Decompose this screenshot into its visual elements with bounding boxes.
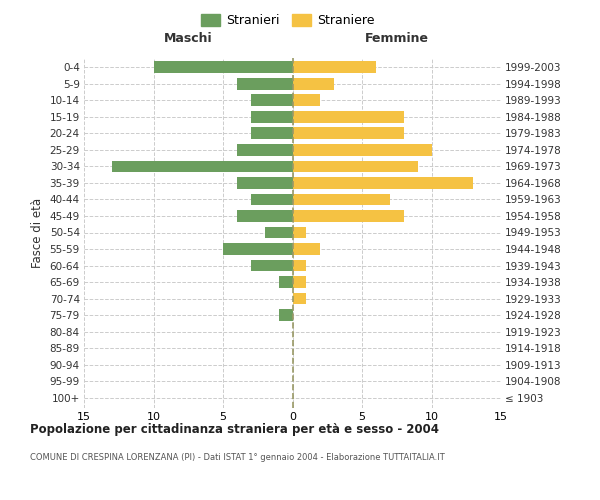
Text: COMUNE DI CRESPINA LORENZANA (PI) - Dati ISTAT 1° gennaio 2004 - Elaborazione TU: COMUNE DI CRESPINA LORENZANA (PI) - Dati… [30,452,445,462]
Bar [293,128,404,140]
Bar [237,78,293,90]
Text: Femmine: Femmine [365,32,429,45]
Bar [278,276,293,288]
Bar [293,94,320,106]
Bar [293,160,418,172]
Text: Maschi: Maschi [164,32,212,45]
Bar [293,62,376,74]
Bar [293,243,320,255]
Bar [223,243,293,255]
Bar [293,226,307,238]
Bar [293,111,404,123]
Bar [251,260,293,272]
Bar [237,177,293,189]
Bar [112,160,293,172]
Text: Popolazione per cittadinanza straniera per età e sesso - 2004: Popolazione per cittadinanza straniera p… [30,422,439,436]
Y-axis label: Fasce di età: Fasce di età [31,198,44,268]
Bar [251,128,293,140]
Bar [251,94,293,106]
Legend: Stranieri, Straniere: Stranieri, Straniere [196,8,380,32]
Bar [293,260,307,272]
Bar [154,62,293,74]
Bar [293,292,307,304]
Bar [251,111,293,123]
Bar [265,226,293,238]
Bar [293,144,431,156]
Bar [293,210,404,222]
Bar [293,177,473,189]
Bar [237,144,293,156]
Bar [278,309,293,321]
Bar [293,194,390,205]
Bar [237,210,293,222]
Bar [293,276,307,288]
Bar [251,194,293,205]
Bar [293,78,334,90]
